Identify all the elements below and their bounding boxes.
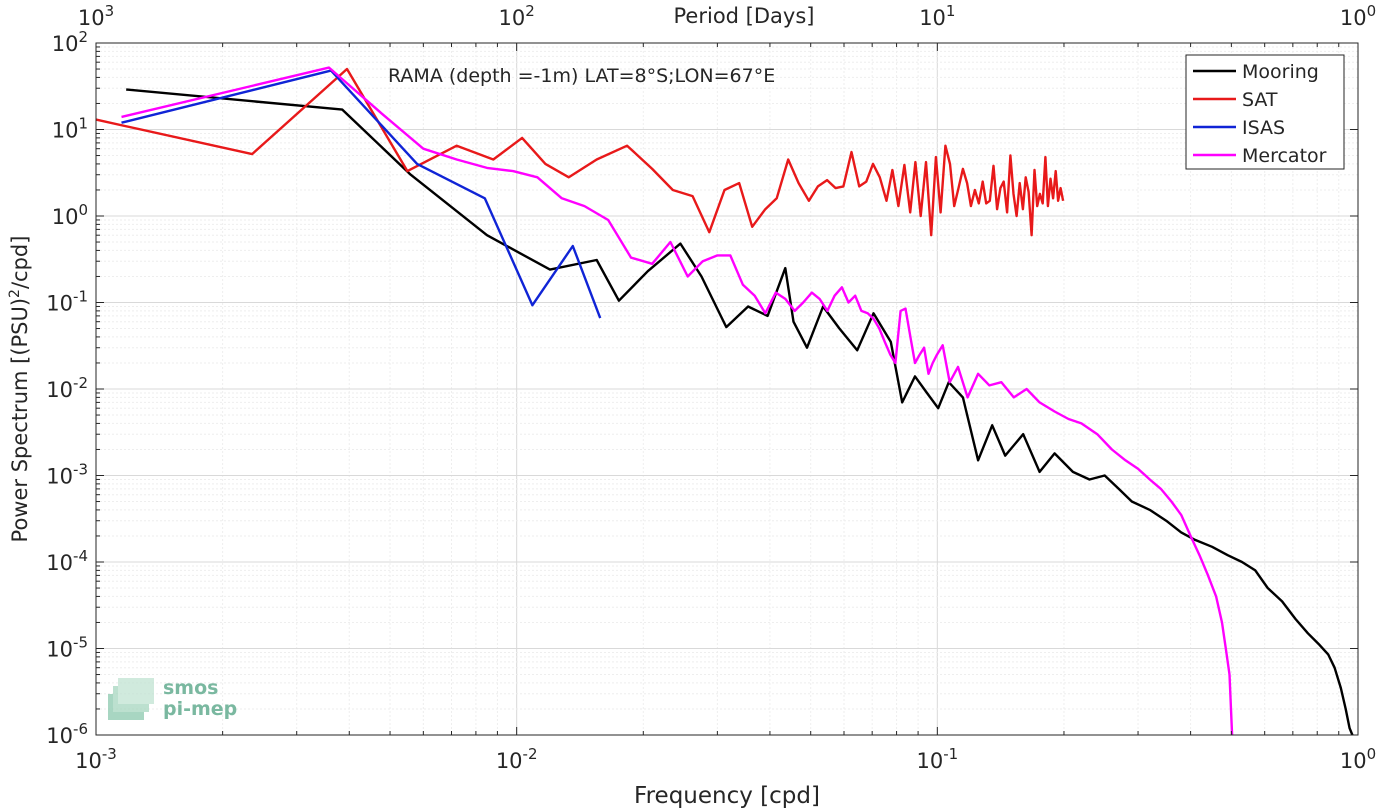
logo-text-smos: smos <box>163 677 218 699</box>
y-tick-label: 102 <box>52 28 88 56</box>
legend-label-mooring: Mooring <box>1242 61 1319 83</box>
y-tick-label: 10-4 <box>46 547 88 575</box>
logo-text-pi-mep: pi-mep <box>163 698 237 720</box>
y-axis-label-sup: 2 <box>7 289 23 298</box>
series-lines <box>95 66 1354 736</box>
x-axis-label: Frequency [cpd] <box>634 783 820 809</box>
series-line-mooring <box>126 88 1354 736</box>
y-tick-label: 10-3 <box>46 461 88 489</box>
top-tick-label: 103 <box>78 2 114 30</box>
top-tick-label: 102 <box>499 2 535 30</box>
y-axis-label-main: Power Spectrum [(PSU) <box>8 298 32 543</box>
smos-pi-mep-logo: smos pi-mep <box>108 677 237 720</box>
y-axis-label-tail: /cpd] <box>8 236 32 289</box>
logo-mark <box>108 678 154 720</box>
y-tick-label: 101 <box>52 115 88 143</box>
y-tick-label: 10-6 <box>46 720 88 748</box>
series-line-sat <box>95 67 1065 237</box>
x-tick-label: 10-2 <box>496 745 538 773</box>
y-tick-label: 100 <box>52 201 88 229</box>
legend-label-mercator: Mercator <box>1242 145 1327 167</box>
top-tick-label: 100 <box>1340 2 1376 30</box>
top-tick-label: 101 <box>919 2 955 30</box>
y-tick-label: 10-5 <box>46 634 88 662</box>
x-tick-label: 100 <box>1340 745 1376 773</box>
y-tick-label: 10-1 <box>46 288 88 316</box>
y-tick-label: 10-2 <box>46 374 88 402</box>
legend-label-sat: SAT <box>1242 89 1278 111</box>
legend: Mooring SAT ISAS Mercator <box>1185 54 1345 170</box>
series-line-mercator <box>121 66 1234 736</box>
legend-label-isas: ISAS <box>1242 117 1285 139</box>
x-tick-label: 10-3 <box>75 745 117 773</box>
top-axis-label: Period [Days] <box>674 4 815 28</box>
legend-box <box>1185 54 1345 170</box>
chart-title: RAMA (depth =-1m) LAT=8°S;LON=67°E <box>388 65 775 87</box>
x-tick-label: 10-1 <box>916 745 958 773</box>
y-axis-label: Power Spectrum [(PSU)2/cpd] <box>7 236 32 543</box>
